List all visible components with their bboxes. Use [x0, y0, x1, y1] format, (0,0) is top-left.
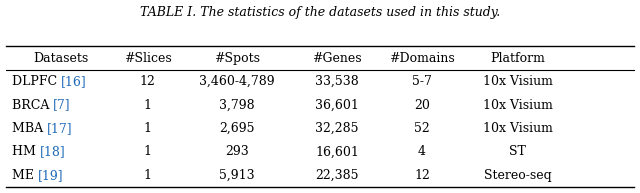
- Text: 22,385: 22,385: [316, 169, 359, 182]
- Text: [7]: [7]: [53, 98, 70, 112]
- Text: 36,601: 36,601: [316, 98, 359, 112]
- Text: 20: 20: [414, 98, 430, 112]
- Text: 32,285: 32,285: [316, 122, 359, 135]
- Text: 5-7: 5-7: [412, 75, 432, 88]
- Text: 3,460-4,789: 3,460-4,789: [199, 75, 275, 88]
- Text: 1: 1: [143, 146, 152, 158]
- Text: 293: 293: [225, 146, 249, 158]
- Text: Platform: Platform: [490, 52, 545, 65]
- Text: 10x Visium: 10x Visium: [483, 98, 552, 112]
- Text: 16,601: 16,601: [316, 146, 359, 158]
- Text: [18]: [18]: [40, 146, 65, 158]
- Text: 12: 12: [414, 169, 430, 182]
- Text: 1: 1: [143, 122, 152, 135]
- Text: BRCA: BRCA: [12, 98, 53, 112]
- Text: [16]: [16]: [61, 75, 86, 88]
- Text: Stereo-seq: Stereo-seq: [484, 169, 552, 182]
- Text: 33,538: 33,538: [316, 75, 359, 88]
- Text: [17]: [17]: [47, 122, 72, 135]
- Text: DLPFC: DLPFC: [12, 75, 61, 88]
- Text: ST: ST: [509, 146, 526, 158]
- Text: 4: 4: [418, 146, 426, 158]
- Text: MBA: MBA: [12, 122, 47, 135]
- Text: Datasets: Datasets: [34, 52, 89, 65]
- Text: #Domains: #Domains: [389, 52, 455, 65]
- Text: [19]: [19]: [38, 169, 63, 182]
- Text: 10x Visium: 10x Visium: [483, 75, 552, 88]
- Text: 12: 12: [140, 75, 156, 88]
- Text: 5,913: 5,913: [219, 169, 255, 182]
- Text: 1: 1: [143, 98, 152, 112]
- Text: 3,798: 3,798: [219, 98, 255, 112]
- Text: ME: ME: [12, 169, 38, 182]
- Text: 52: 52: [414, 122, 430, 135]
- Text: HM: HM: [12, 146, 40, 158]
- Text: 2,695: 2,695: [219, 122, 255, 135]
- Text: #Spots: #Spots: [214, 52, 260, 65]
- Text: 1: 1: [143, 169, 152, 182]
- Text: #Genes: #Genes: [312, 52, 362, 65]
- Text: 10x Visium: 10x Visium: [483, 122, 552, 135]
- Text: #Slices: #Slices: [124, 52, 172, 65]
- Text: TABLE I. The statistics of the datasets used in this study.: TABLE I. The statistics of the datasets …: [140, 6, 500, 19]
